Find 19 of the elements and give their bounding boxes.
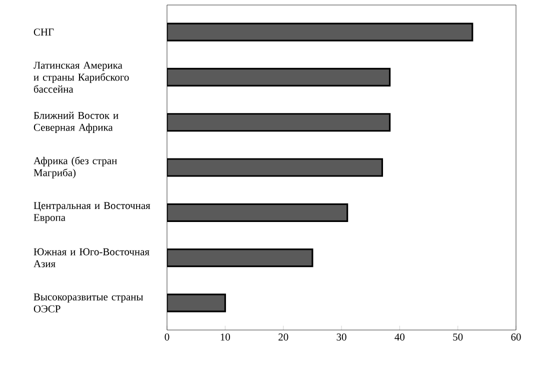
y-tick-label: Ближний Восток и Северная Африка [34,112,118,134]
bar [167,203,348,222]
x-tick-label: 0 [164,334,170,341]
x-tick-label: 30 [336,334,346,341]
bar [167,68,391,87]
x-tick-label: 50 [453,334,463,341]
x-tick-label: 60 [511,334,521,341]
y-tick-label: Центральная и Восточная Европа [34,202,150,224]
bar [167,113,391,132]
y-tick-label: Африка (без стран Магриба) [34,156,117,178]
y-tick-label: Латинская Америка и страны Карибского бассейна [34,62,129,93]
y-tick-label: Южная и Юго-Восточная Азия [34,248,150,268]
y-tick-label: СНГ [34,28,54,36]
x-tick-label: 40 [394,334,404,341]
bar [167,248,314,268]
bar [167,22,474,42]
y-tick-label: Высокоразвитые страны ОЭСР [34,293,144,312]
x-tick-label: 20 [278,334,288,341]
x-tick-label: 10 [220,334,230,341]
